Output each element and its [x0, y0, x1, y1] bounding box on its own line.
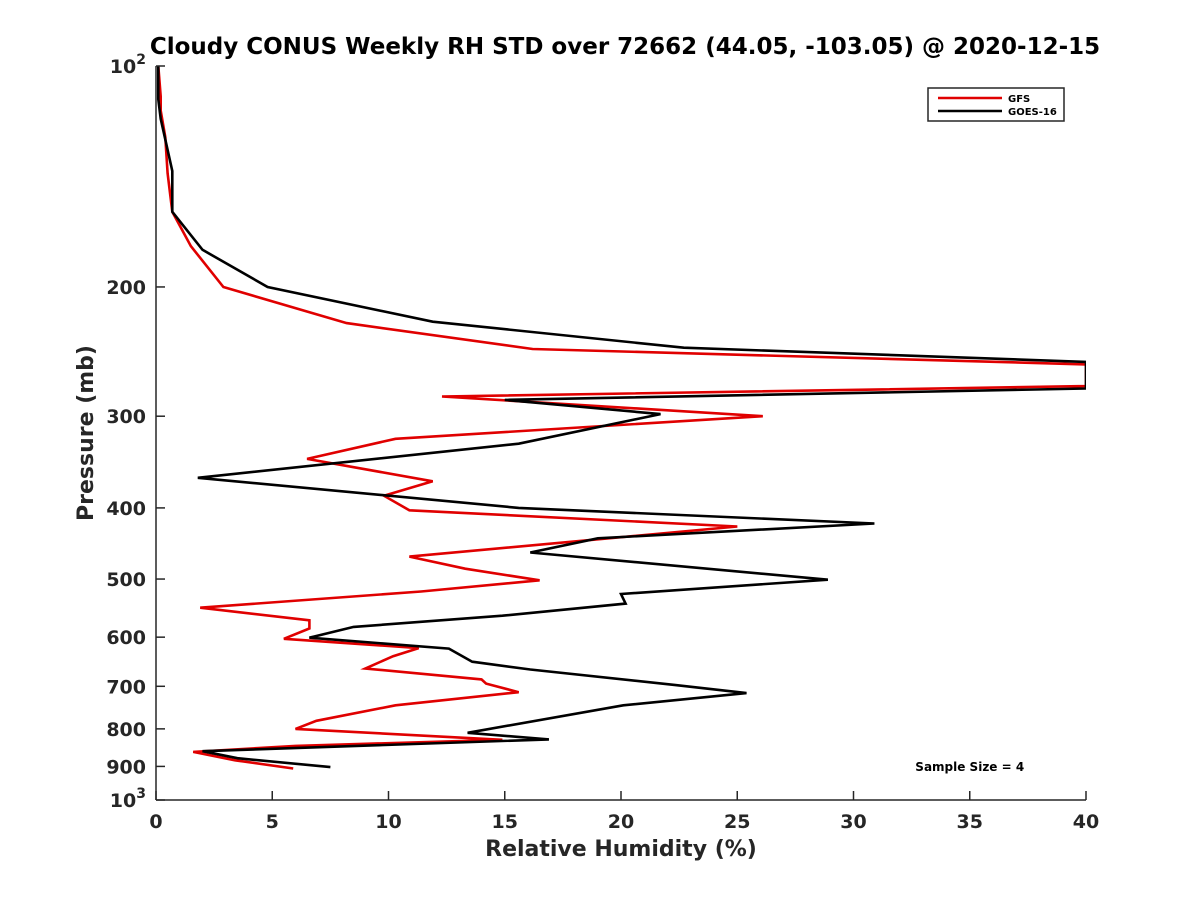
y-tick-label-base: 10: [110, 790, 136, 812]
y-tick-label-base: 400: [106, 498, 146, 520]
x-tick-label: 30: [840, 811, 866, 833]
series-line-gfs: [157, 66, 1086, 770]
x-tick-label: 15: [492, 811, 518, 833]
y-tick-label: 300: [106, 406, 146, 428]
y-tick-label-base: 10: [110, 56, 136, 78]
x-tick-label: 0: [149, 811, 162, 833]
y-tick-label: 102: [110, 52, 146, 78]
y-tick-label: 600: [106, 627, 146, 649]
x-tick-label: 40: [1073, 811, 1099, 833]
x-tick-label: 20: [608, 811, 634, 833]
y-tick-label-exponent: 2: [136, 52, 146, 68]
y-tick-label: 400: [106, 498, 146, 520]
x-tick-label: 5: [266, 811, 279, 833]
y-axis-title: Pressure (mb): [74, 345, 99, 521]
legend: GFS GOES-16: [927, 87, 1065, 122]
y-tick-label-base: 500: [106, 569, 146, 591]
series-line-goes-16: [157, 66, 1086, 769]
y-tick-label-base: 800: [106, 719, 146, 741]
y-tick-label-base: 200: [106, 277, 146, 299]
y-tick-label-base: 700: [106, 676, 146, 698]
legend-label: GOES-16: [1008, 107, 1057, 118]
plot-area: [156, 66, 1086, 800]
sample-size-annotation: Sample Size = 4: [915, 760, 1024, 774]
x-tick-label: 10: [375, 811, 401, 833]
y-tick-label-base: 300: [106, 406, 146, 428]
y-tick-label: 200: [106, 277, 146, 299]
y-tick-label-exponent: 3: [136, 786, 146, 802]
y-tick-label-base: 600: [106, 627, 146, 649]
y-tick-label: 800: [106, 719, 146, 741]
y-tick-label: 700: [106, 676, 146, 698]
y-tick-label: 103: [110, 786, 146, 812]
chart-title: Cloudy CONUS Weekly RH STD over 72662 (4…: [150, 34, 1100, 60]
y-tick-label: 500: [106, 569, 146, 591]
legend-label: GFS: [1008, 94, 1030, 105]
x-tick-label: 25: [724, 811, 750, 833]
y-tick-label: 900: [106, 756, 146, 778]
y-tick-label-base: 900: [106, 756, 146, 778]
legend-box: [927, 87, 1065, 122]
x-tick-label: 35: [957, 811, 983, 833]
x-axis-title: Relative Humidity (%): [485, 837, 757, 862]
axes-layer: 0 5 10 15 20 25 30 35 40102200300400500600700800…: [106, 52, 1099, 833]
series-layer: [157, 66, 1086, 770]
